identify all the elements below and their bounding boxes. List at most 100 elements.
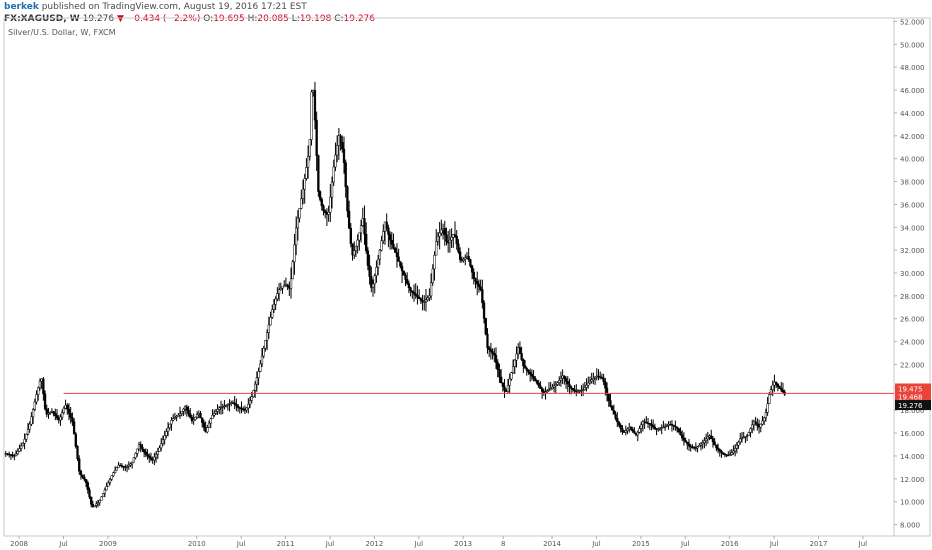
- price-candle: [476, 281, 479, 285]
- price-candle: [368, 265, 371, 277]
- price-candle: [95, 503, 98, 506]
- price-candle: [549, 388, 552, 391]
- price-candle: [16, 450, 19, 455]
- price-candle: [573, 389, 576, 392]
- price-candle: [90, 496, 93, 505]
- price-candle: [100, 496, 103, 501]
- price-candle: [742, 436, 745, 439]
- price-candle: [359, 225, 363, 234]
- price-candle: [199, 413, 202, 419]
- price-candle: [26, 428, 30, 435]
- price-label: 19.276: [898, 402, 923, 410]
- x-tick-label: 2012: [365, 540, 383, 548]
- price-candle: [113, 469, 117, 473]
- y-tick-label: 8.000: [900, 522, 920, 530]
- y-tick-label: 18.000: [900, 407, 925, 415]
- price-candle: [236, 405, 240, 408]
- price-candle: [276, 293, 279, 300]
- price-candle: [346, 186, 349, 212]
- price-candle: [611, 405, 614, 411]
- price-candle: [262, 347, 265, 357]
- price-candle: [160, 443, 163, 449]
- price-candle: [341, 142, 344, 150]
- price-candle: [414, 293, 417, 296]
- price-candle: [429, 282, 433, 297]
- price-candle: [255, 377, 259, 385]
- price-candle: [21, 443, 25, 447]
- price-candle: [472, 271, 475, 279]
- price-candle: [131, 461, 134, 465]
- price-candle: [563, 375, 566, 379]
- y-tick-label: 46.000: [900, 87, 925, 95]
- price-candle: [185, 406, 188, 411]
- x-tick-label: Jul: [680, 540, 690, 548]
- price-candle: [462, 258, 465, 261]
- price-candle: [349, 227, 352, 244]
- price-candle: [431, 268, 434, 283]
- x-tick-label: Jul: [858, 540, 868, 548]
- price-candle: [265, 332, 269, 341]
- price-candle: [402, 270, 405, 276]
- price-candle: [247, 403, 250, 409]
- price-candle: [98, 500, 101, 503]
- price-candle: [291, 261, 294, 280]
- price-candle: [254, 383, 257, 391]
- x-tick-label: 2011: [277, 540, 295, 548]
- price-candle: [134, 453, 137, 458]
- price-candle: [259, 363, 262, 372]
- price-candle: [602, 377, 605, 382]
- price-candle: [778, 386, 781, 389]
- x-tick-label: Jul: [58, 540, 68, 548]
- price-candle: [42, 378, 45, 395]
- price-candle: [696, 446, 699, 449]
- price-candle: [84, 479, 88, 483]
- price-candle: [395, 252, 399, 258]
- price-candle: [448, 239, 452, 244]
- price-candle: [318, 191, 322, 200]
- price-candle: [371, 283, 375, 288]
- price-candle: [766, 403, 769, 413]
- price-candle: [238, 407, 241, 409]
- price-candle: [609, 400, 612, 407]
- price-candle: [303, 178, 306, 190]
- price-candle: [83, 476, 86, 480]
- price-candle: [499, 376, 503, 384]
- price-candle: [271, 309, 274, 318]
- price-candle: [640, 424, 643, 429]
- published-text: published on TradingView.com, August 19,…: [41, 2, 307, 12]
- price-candle: [339, 135, 342, 143]
- price-candle: [277, 289, 281, 294]
- price-candle: [223, 405, 226, 407]
- price-candle: [493, 353, 496, 356]
- price-candle: [482, 302, 486, 319]
- x-tick-label: 2013: [454, 540, 472, 548]
- price-candle: [110, 475, 113, 480]
- price-candle: [728, 454, 732, 457]
- price-candle: [35, 394, 38, 403]
- price-candle: [740, 437, 744, 440]
- price-candle: [523, 365, 527, 369]
- author-link[interactable]: berkek: [4, 2, 39, 12]
- y-tick-label: 34.000: [900, 224, 925, 232]
- price-candle: [397, 256, 400, 262]
- price-candle: [224, 404, 228, 407]
- price-candle: [146, 454, 149, 457]
- price-candle: [551, 386, 554, 389]
- price-candle: [638, 428, 641, 433]
- x-tick-label: 2009: [99, 540, 117, 548]
- price-candle: [332, 166, 335, 183]
- price-candle: [163, 435, 166, 440]
- price-candle: [754, 421, 757, 425]
- price-candle: [148, 455, 151, 458]
- price-candle: [329, 196, 332, 213]
- price-candle: [747, 432, 750, 436]
- price-candle: [426, 297, 429, 300]
- price-candle: [612, 409, 616, 415]
- low-label: L:: [291, 14, 300, 24]
- price-candle: [69, 413, 72, 418]
- price-candle: [704, 438, 708, 441]
- y-tick-label: 16.000: [900, 430, 925, 438]
- price-candle: [177, 414, 180, 417]
- price-candle: [409, 287, 412, 292]
